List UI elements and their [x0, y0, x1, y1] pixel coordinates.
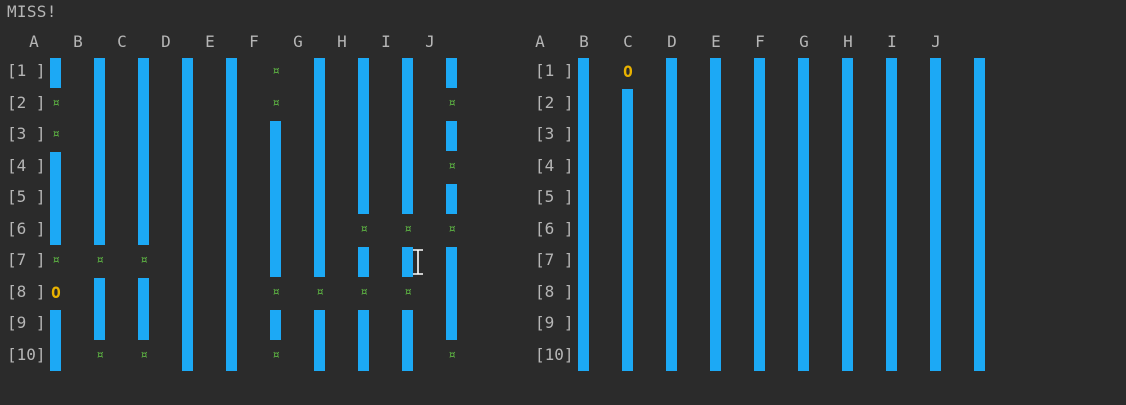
opponent-water-c1[interactable]: [666, 57, 677, 371]
player-water-j3: [446, 120, 457, 151]
player-row-label-2: [2 ]: [7, 92, 46, 112]
player-miss-marker-h8: ¤: [360, 284, 368, 300]
opponent-row-label-4: [4 ]: [535, 155, 574, 175]
player-row-label-3: [3 ]: [7, 124, 46, 143]
player-water-b8: [94, 278, 105, 340]
player-water-e1: [226, 57, 237, 371]
player-water-g1: [314, 57, 325, 277]
player-col-header-g: G: [293, 32, 303, 51]
player-miss-marker-h6: ¤: [360, 221, 368, 237]
opponent-row-label-5: [5 ]: [535, 187, 574, 206]
player-water-j1: [446, 57, 457, 88]
text-cursor-icon: [413, 249, 423, 275]
player-col-header-j: J: [425, 32, 435, 51]
opponent-col-header-h: H: [843, 32, 853, 51]
opponent-row-label-10: [10]: [535, 344, 574, 364]
player-miss-marker-a2: ¤: [52, 95, 60, 111]
player-col-header-a: A: [29, 32, 39, 51]
opponent-col-header-d: D: [667, 32, 677, 51]
player-row-label-5: [5 ]: [7, 187, 46, 206]
opponent-col-header-j: J: [931, 32, 941, 51]
opponent-col-header-a: A: [535, 32, 545, 51]
player-row-label-7: [7 ]: [7, 250, 46, 269]
player-col-header-e: E: [205, 32, 215, 51]
player-water-b1: [94, 57, 105, 245]
player-water-i7: [402, 246, 413, 277]
player-col-header-i: I: [381, 32, 391, 51]
player-miss-marker-j6: ¤: [448, 221, 456, 237]
player-water-a1: [50, 57, 61, 88]
player-row-label-6: [6 ]: [7, 218, 46, 238]
opponent-row-label-9: [9 ]: [535, 313, 574, 332]
player-miss-marker-f8: ¤: [272, 284, 280, 300]
player-water-a4: [50, 152, 61, 245]
player-row-label-1: [1 ]: [7, 61, 46, 80]
opponent-water-f1[interactable]: [798, 57, 809, 371]
player-miss-marker-j2: ¤: [448, 95, 456, 111]
player-miss-marker-f2: ¤: [272, 95, 280, 111]
player-miss-marker-b7: ¤: [96, 253, 104, 268]
player-miss-marker-j4: ¤: [448, 158, 456, 174]
opponent-hit-marker-b1: O: [623, 62, 633, 81]
player-row-label-9: [9 ]: [7, 313, 46, 332]
opponent-water-d1[interactable]: [710, 57, 721, 371]
opponent-col-header-g: G: [799, 32, 809, 51]
player-water-j7: [446, 246, 457, 340]
opponent-row-label-2: [2 ]: [535, 92, 574, 112]
opponent-row-label-8: [8 ]: [535, 281, 574, 301]
player-water-i1: [402, 57, 413, 214]
player-miss-marker-c10: ¤: [140, 347, 148, 363]
player-col-header-b: B: [73, 32, 83, 51]
opponent-water-e1[interactable]: [754, 57, 765, 371]
opponent-row-label-1: [1 ]: [535, 61, 574, 80]
player-col-header-c: C: [117, 32, 127, 51]
player-hit-marker-a8: O: [51, 282, 61, 302]
player-water-h7: [358, 246, 369, 277]
player-col-header-d: D: [161, 32, 171, 51]
player-miss-marker-f10: ¤: [272, 347, 280, 363]
status-message: MISS!: [7, 2, 57, 21]
player-water-g9: [314, 309, 325, 371]
player-miss-marker-a3: ¤: [52, 127, 60, 142]
player-water-c1: [138, 57, 149, 245]
opponent-water-j1[interactable]: [974, 57, 985, 371]
opponent-col-header-c: C: [623, 32, 633, 51]
opponent-water-h1[interactable]: [886, 57, 897, 371]
player-miss-marker-f1: ¤: [272, 64, 280, 79]
player-col-header-f: F: [249, 32, 259, 51]
player-row-label-10: [10]: [7, 344, 46, 364]
player-row-label-8: [8 ]: [7, 281, 46, 301]
player-water-d1: [182, 57, 193, 371]
player-miss-marker-a7: ¤: [52, 253, 60, 268]
player-water-f9: [270, 309, 281, 340]
player-water-j5: [446, 183, 457, 214]
player-miss-marker-c7: ¤: [140, 253, 148, 268]
player-miss-marker-b10: ¤: [96, 347, 104, 363]
player-miss-marker-j10: ¤: [448, 347, 456, 363]
player-miss-marker-g8: ¤: [316, 284, 324, 300]
opponent-water-b2[interactable]: [622, 89, 633, 371]
player-miss-marker-i6: ¤: [404, 221, 412, 237]
opponent-water-a1[interactable]: [578, 57, 589, 371]
player-water-h9: [358, 309, 369, 371]
player-water-a9: [50, 309, 61, 371]
opponent-col-header-e: E: [711, 32, 721, 51]
opponent-col-header-b: B: [579, 32, 589, 51]
player-col-header-h: H: [337, 32, 347, 51]
opponent-col-header-i: I: [887, 32, 897, 51]
opponent-row-label-6: [6 ]: [535, 218, 574, 238]
opponent-col-header-f: F: [755, 32, 765, 51]
player-row-label-4: [4 ]: [7, 155, 46, 175]
opponent-row-label-7: [7 ]: [535, 250, 574, 269]
player-water-f3: [270, 120, 281, 277]
player-water-h1: [358, 57, 369, 214]
opponent-water-i1[interactable]: [930, 57, 941, 371]
player-water-i9: [402, 309, 413, 371]
player-water-c8: [138, 278, 149, 340]
player-miss-marker-i8: ¤: [404, 284, 412, 300]
opponent-water-g1[interactable]: [842, 57, 853, 371]
opponent-row-label-3: [3 ]: [535, 124, 574, 143]
